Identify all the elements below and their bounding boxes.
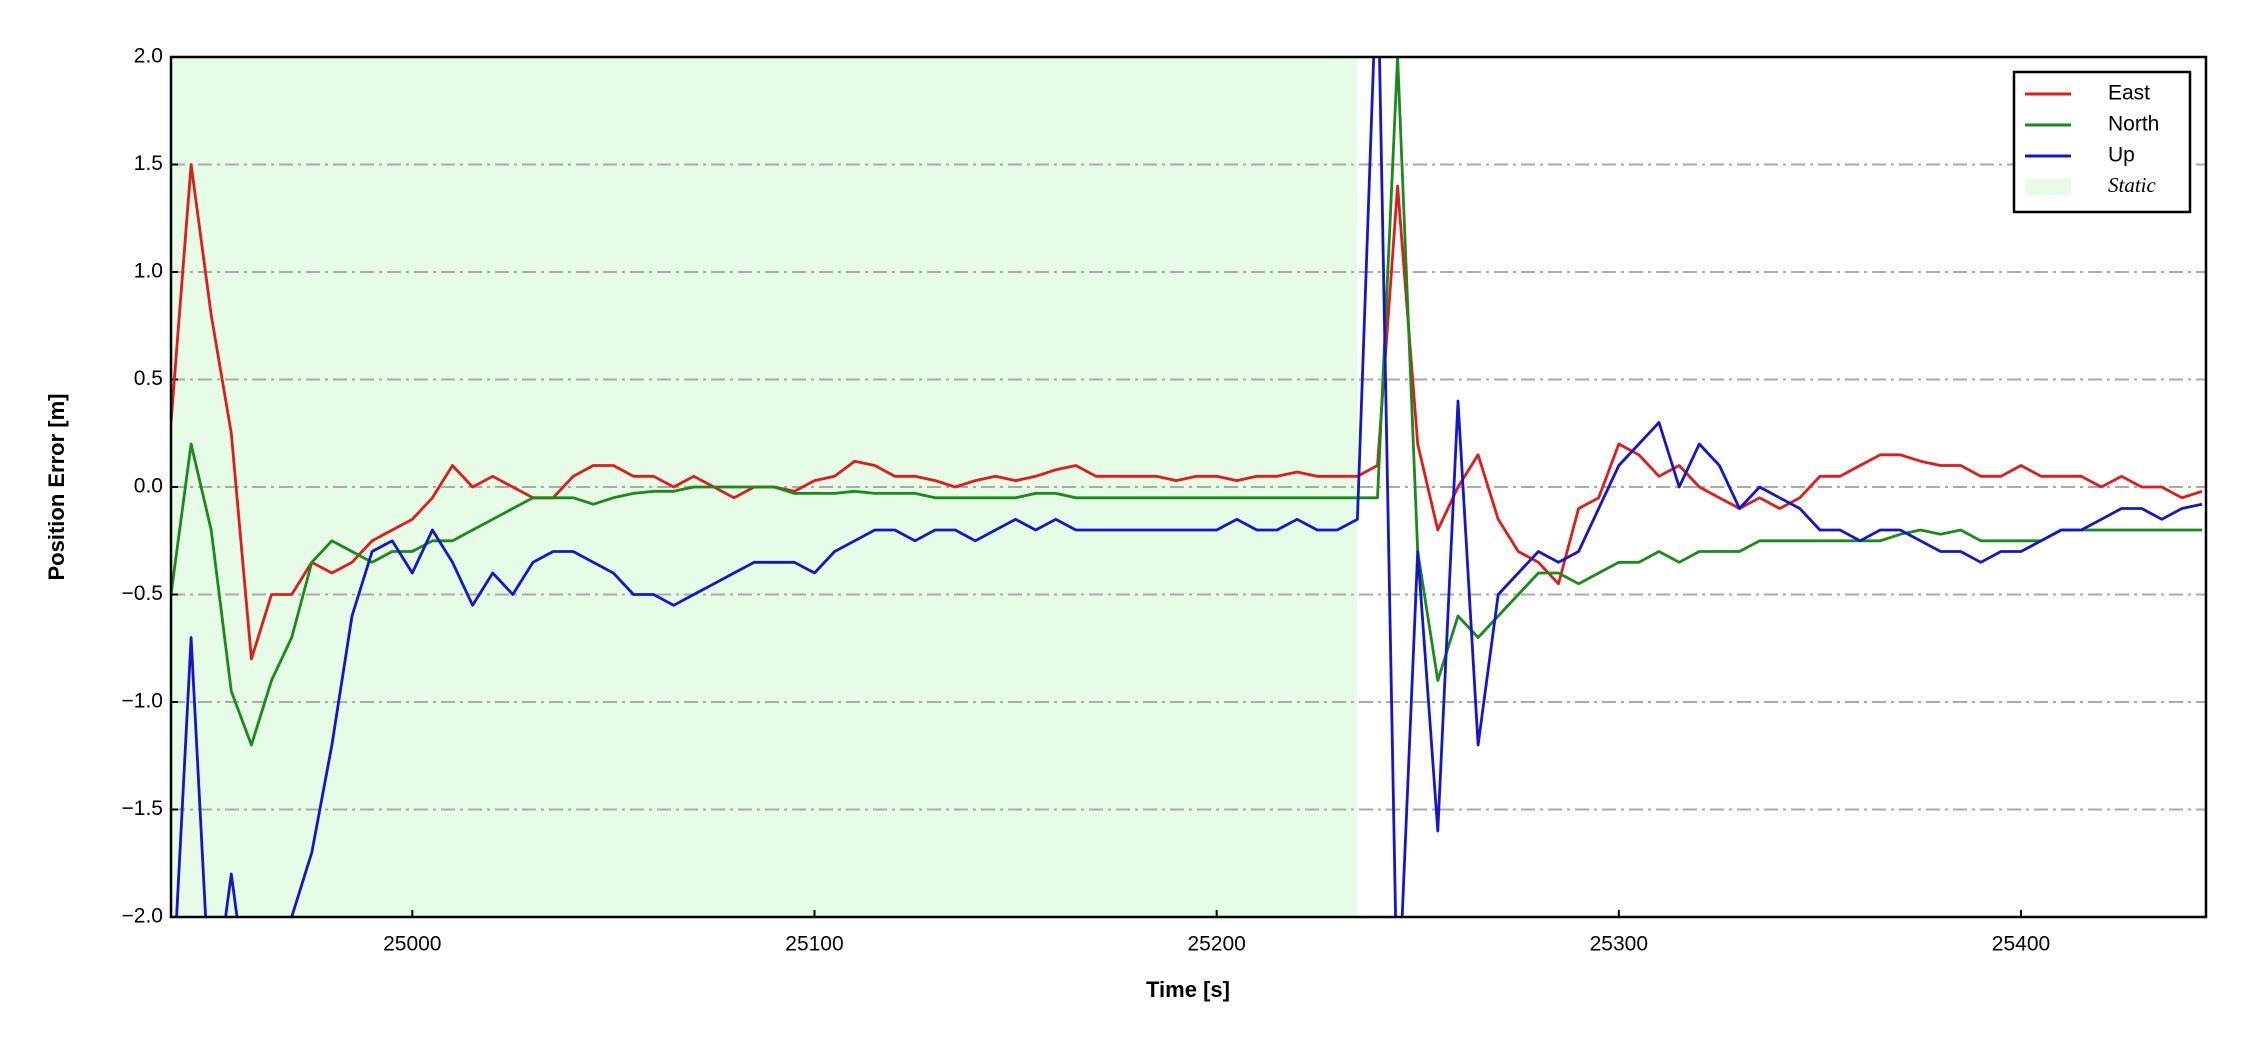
x-axis-label: Time [s]: [1146, 977, 1230, 1002]
x-tick-label: 25400: [1992, 933, 2050, 956]
x-tick-label: 25000: [383, 933, 441, 956]
series-line: [171, 57, 2202, 747]
y-tick-label: 2.0: [134, 45, 163, 68]
legend-label: North: [2108, 113, 2159, 136]
y-tick-label: −0.5: [122, 582, 163, 605]
legend-label: East: [2108, 82, 2150, 105]
y-tick-label: 1.5: [134, 152, 163, 175]
series-line: [175, 57, 2203, 917]
legend-label: Up: [2108, 144, 2135, 167]
y-tick-label: 0.0: [134, 475, 163, 498]
series-line: [171, 163, 2203, 661]
x-tick-label: 25100: [785, 933, 843, 956]
y-tick-label: −1.5: [122, 797, 163, 820]
plot-lines: [171, 57, 2203, 917]
y-tick-label: 1.0: [134, 260, 163, 283]
y-tick-label: −2.0: [122, 905, 163, 928]
x-tick-label: 25300: [1590, 933, 1648, 956]
legend-label: Static: [2108, 173, 2157, 197]
x-tick-label: 25200: [1187, 933, 1245, 956]
y-tick-label: −1.0: [122, 690, 163, 713]
y-axis-label: Position Error [m]: [44, 393, 69, 580]
legend-swatch: [2025, 179, 2071, 195]
plot-frame: [169, 55, 2208, 919]
y-tick-label: 0.5: [134, 367, 163, 390]
